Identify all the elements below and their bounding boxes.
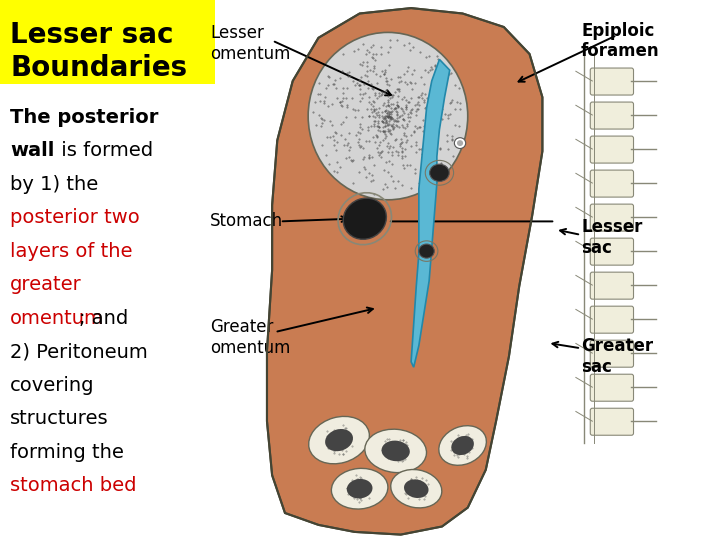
- FancyBboxPatch shape: [590, 68, 634, 95]
- Text: Lesser
omentum: Lesser omentum: [210, 24, 291, 63]
- FancyBboxPatch shape: [590, 340, 634, 367]
- Ellipse shape: [430, 164, 449, 181]
- Ellipse shape: [382, 441, 410, 461]
- Text: Boundaries: Boundaries: [10, 53, 187, 82]
- Text: ; and: ; and: [79, 309, 128, 328]
- Text: forming the: forming the: [10, 443, 124, 462]
- Ellipse shape: [391, 469, 442, 508]
- FancyBboxPatch shape: [590, 136, 634, 163]
- Text: Greater
omentum: Greater omentum: [210, 318, 291, 357]
- Circle shape: [308, 32, 468, 200]
- Ellipse shape: [419, 244, 434, 258]
- Ellipse shape: [331, 468, 388, 509]
- Text: Epiploic
foramen: Epiploic foramen: [581, 22, 660, 60]
- Ellipse shape: [438, 426, 487, 465]
- Polygon shape: [411, 59, 450, 367]
- FancyBboxPatch shape: [590, 408, 634, 435]
- Ellipse shape: [454, 138, 466, 148]
- Text: Lesser
sac: Lesser sac: [581, 218, 642, 257]
- FancyBboxPatch shape: [0, 0, 215, 84]
- Ellipse shape: [343, 198, 387, 239]
- Ellipse shape: [347, 479, 372, 498]
- Text: stomach bed: stomach bed: [10, 476, 137, 495]
- Text: wall: wall: [10, 141, 55, 160]
- Polygon shape: [267, 8, 542, 535]
- Ellipse shape: [325, 429, 353, 451]
- FancyBboxPatch shape: [590, 238, 634, 265]
- Text: Greater
sac: Greater sac: [581, 337, 653, 376]
- Text: greater: greater: [10, 275, 82, 294]
- Ellipse shape: [457, 140, 463, 146]
- Ellipse shape: [404, 480, 428, 498]
- FancyBboxPatch shape: [590, 102, 634, 129]
- Ellipse shape: [451, 436, 474, 455]
- Text: Lesser sac: Lesser sac: [10, 21, 174, 49]
- FancyBboxPatch shape: [590, 272, 634, 299]
- FancyBboxPatch shape: [590, 204, 634, 231]
- Ellipse shape: [365, 429, 426, 472]
- Text: structures: structures: [10, 409, 109, 428]
- Text: omentum: omentum: [10, 309, 104, 328]
- Text: 2) Peritoneum: 2) Peritoneum: [10, 342, 148, 361]
- FancyBboxPatch shape: [590, 306, 634, 333]
- FancyBboxPatch shape: [590, 374, 634, 401]
- Text: Stomach: Stomach: [210, 212, 284, 231]
- Text: is formed: is formed: [55, 141, 153, 160]
- Text: layers of the: layers of the: [10, 242, 132, 261]
- Text: posterior two: posterior two: [10, 208, 140, 227]
- FancyBboxPatch shape: [590, 170, 634, 197]
- Ellipse shape: [309, 416, 369, 464]
- Text: by 1) the: by 1) the: [10, 175, 99, 194]
- Text: covering: covering: [10, 376, 95, 395]
- Text: The posterior: The posterior: [10, 108, 158, 127]
